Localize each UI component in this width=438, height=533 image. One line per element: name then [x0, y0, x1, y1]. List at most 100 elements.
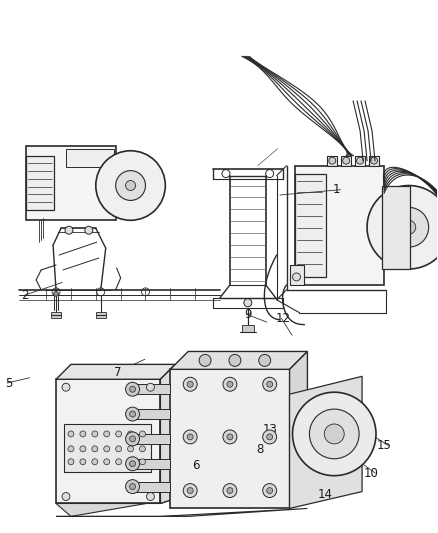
Text: 2: 2 — [21, 289, 29, 302]
Circle shape — [116, 446, 122, 452]
Circle shape — [68, 459, 74, 465]
Bar — [64, 424, 152, 472]
Polygon shape — [133, 384, 170, 394]
Circle shape — [116, 459, 122, 465]
Text: 8: 8 — [257, 443, 264, 456]
Circle shape — [267, 434, 273, 440]
Circle shape — [130, 386, 135, 392]
Circle shape — [92, 431, 98, 437]
Bar — [341, 156, 351, 166]
Circle shape — [259, 354, 271, 366]
Circle shape — [85, 226, 93, 234]
Circle shape — [187, 488, 193, 494]
Circle shape — [130, 461, 135, 467]
Circle shape — [130, 436, 135, 442]
Circle shape — [357, 157, 364, 164]
Circle shape — [223, 430, 237, 444]
Circle shape — [183, 430, 197, 444]
Bar — [369, 156, 379, 166]
Circle shape — [263, 377, 277, 391]
Circle shape — [402, 220, 416, 234]
Polygon shape — [133, 459, 170, 469]
Circle shape — [126, 181, 135, 190]
Circle shape — [104, 431, 110, 437]
Bar — [26, 146, 116, 220]
Circle shape — [80, 431, 86, 437]
Bar — [327, 156, 337, 166]
Polygon shape — [160, 365, 175, 504]
Circle shape — [389, 207, 429, 247]
Text: 9: 9 — [244, 308, 252, 321]
Circle shape — [223, 377, 237, 391]
Polygon shape — [56, 365, 175, 379]
Circle shape — [104, 459, 110, 465]
Circle shape — [146, 383, 155, 391]
Bar — [56, 379, 160, 504]
Polygon shape — [56, 498, 175, 516]
Circle shape — [140, 459, 145, 465]
Circle shape — [183, 377, 197, 391]
Circle shape — [227, 434, 233, 440]
Circle shape — [293, 273, 300, 281]
Circle shape — [343, 157, 350, 164]
Text: 14: 14 — [318, 488, 333, 500]
Bar — [294, 166, 384, 285]
Polygon shape — [290, 376, 362, 508]
Circle shape — [126, 407, 140, 421]
Text: 1: 1 — [333, 183, 340, 196]
Text: 5: 5 — [6, 376, 13, 390]
Bar — [51, 312, 61, 318]
Circle shape — [62, 492, 70, 500]
Circle shape — [140, 431, 145, 437]
Circle shape — [227, 381, 233, 387]
Bar — [242, 325, 254, 332]
Circle shape — [92, 459, 98, 465]
Bar — [294, 174, 326, 277]
Polygon shape — [133, 434, 170, 444]
Circle shape — [68, 431, 74, 437]
Circle shape — [130, 411, 135, 417]
Circle shape — [62, 383, 70, 391]
Circle shape — [126, 382, 140, 396]
Polygon shape — [133, 409, 170, 419]
Text: 12: 12 — [276, 312, 291, 325]
Bar — [96, 312, 106, 318]
Circle shape — [65, 226, 73, 234]
Circle shape — [293, 392, 376, 475]
Circle shape — [53, 292, 59, 296]
Bar — [355, 156, 365, 166]
Polygon shape — [170, 351, 307, 369]
Circle shape — [371, 157, 378, 164]
Circle shape — [199, 354, 211, 366]
Circle shape — [367, 185, 438, 269]
Bar — [170, 369, 290, 508]
Circle shape — [92, 446, 98, 452]
Text: 6: 6 — [193, 458, 200, 472]
Bar — [382, 185, 410, 269]
Circle shape — [116, 431, 122, 437]
Circle shape — [127, 431, 134, 437]
Circle shape — [183, 483, 197, 497]
Circle shape — [146, 492, 155, 500]
Circle shape — [309, 409, 359, 459]
Circle shape — [96, 151, 165, 220]
Circle shape — [80, 446, 86, 452]
Circle shape — [263, 483, 277, 497]
Text: 7: 7 — [114, 366, 122, 379]
Circle shape — [126, 480, 140, 494]
Circle shape — [223, 483, 237, 497]
Bar — [66, 149, 114, 167]
Circle shape — [263, 430, 277, 444]
Circle shape — [126, 432, 140, 446]
Text: 4: 4 — [133, 408, 140, 421]
Text: 13: 13 — [263, 423, 278, 436]
Circle shape — [227, 488, 233, 494]
Circle shape — [68, 446, 74, 452]
Circle shape — [104, 446, 110, 452]
Circle shape — [80, 459, 86, 465]
Text: 15: 15 — [377, 439, 392, 452]
Circle shape — [187, 434, 193, 440]
Bar — [290, 265, 304, 285]
Circle shape — [126, 457, 140, 471]
Circle shape — [127, 459, 134, 465]
